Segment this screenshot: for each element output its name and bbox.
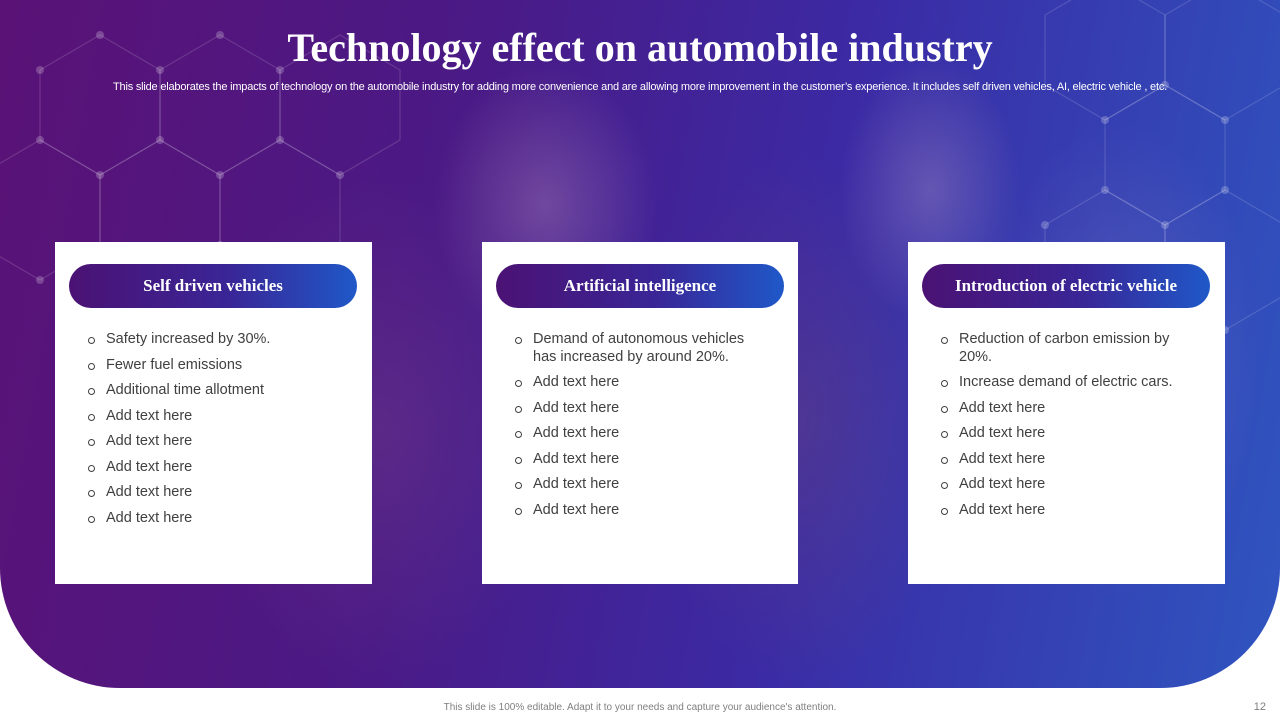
circle-bullet-icon — [515, 380, 522, 387]
page-number: 12 — [1253, 701, 1266, 713]
list-item: Add text here — [939, 425, 1189, 443]
slide-title: Technology effect on automobile industry — [287, 25, 993, 70]
list-item-text: Add text here — [533, 501, 620, 518]
list-item: Add text here — [939, 451, 1189, 469]
list-item-text: Add text here — [533, 425, 620, 441]
list-item-text: Add text here — [533, 476, 620, 492]
card-heading-introduction-of-electric-vehicle: Introduction of electric vehicle — [922, 264, 1210, 308]
list-item: Fewer fuel emissions — [86, 357, 336, 375]
bullet-list: Demand of autonomous vehicles has increa… — [513, 331, 763, 527]
circle-bullet-icon — [941, 431, 948, 438]
list-item: Add text here — [513, 476, 763, 494]
list-item-text: Add text here — [533, 374, 620, 390]
circle-bullet-icon — [88, 464, 95, 472]
circle-bullet-icon — [88, 439, 95, 446]
circle-bullet-icon — [941, 507, 948, 515]
list-item-text: Additional time allotment — [106, 382, 264, 398]
card-self-driven-vehicles: Self driven vehicles Safety increased by… — [55, 242, 372, 584]
list-item: Add text here — [86, 459, 336, 477]
list-item-text: Demand of autonomous vehicles has increa… — [533, 331, 745, 365]
list-item: Add text here — [939, 476, 1189, 494]
circle-bullet-icon — [515, 456, 522, 464]
bullet-list: Reduction of carbon emission by 20%. Inc… — [939, 331, 1189, 527]
list-item-text: Add text here — [106, 407, 193, 424]
card-artificial-intelligence: Artificial intelligence Demand of autono… — [482, 242, 798, 584]
list-item: Add text here — [513, 400, 763, 418]
list-item: Add text here — [513, 502, 763, 520]
card-heading-artificial-intelligence: Artificial intelligence — [496, 264, 784, 308]
list-item-text: Add text here — [533, 399, 620, 416]
card-heading-self-driven-vehicles: Self driven vehicles — [69, 264, 357, 308]
list-item-text: Add text here — [106, 509, 193, 526]
circle-bullet-icon — [88, 490, 95, 497]
circle-bullet-icon — [515, 507, 522, 515]
bullet-list: Safety increased by 30%. Fewer fuel emis… — [86, 331, 336, 535]
list-item-text: Add text here — [106, 458, 193, 475]
list-item-text: Add text here — [533, 450, 620, 467]
list-item-text: Add text here — [106, 484, 193, 500]
circle-bullet-icon — [88, 413, 95, 421]
circle-bullet-icon — [88, 337, 95, 344]
circle-bullet-icon — [88, 515, 95, 523]
list-item: Add text here — [86, 408, 336, 426]
list-item: Add text here — [86, 484, 336, 502]
circle-bullet-icon — [515, 337, 522, 344]
list-item: Add text here — [86, 433, 336, 451]
list-item: Add text here — [86, 510, 336, 528]
circle-bullet-icon — [941, 482, 948, 489]
list-item: Add text here — [513, 451, 763, 469]
list-item-text: Increase demand of electric cars. — [959, 374, 1173, 390]
list-item: Reduction of carbon emission by 20%. — [939, 331, 1189, 366]
list-item-text: Add text here — [959, 476, 1046, 492]
list-item: Add text here — [513, 374, 763, 392]
circle-bullet-icon — [941, 456, 948, 464]
footer-note: This slide is 100% editable. Adapt it to… — [443, 702, 837, 713]
circle-bullet-icon — [941, 380, 948, 387]
circle-bullet-icon — [88, 388, 95, 395]
card-introduction-of-electric-vehicle: Introduction of electric vehicle Reducti… — [908, 242, 1225, 584]
list-item: Add text here — [939, 502, 1189, 520]
circle-bullet-icon — [941, 337, 948, 344]
list-item-text: Add text here — [106, 433, 193, 449]
list-item-text: Fewer fuel emissions — [106, 356, 243, 373]
list-item: Demand of autonomous vehicles has increa… — [513, 331, 763, 366]
slide-subtitle: This slide elaborates the impacts of tec… — [113, 81, 1167, 93]
list-item: Safety increased by 30%. — [86, 331, 336, 349]
hero-background: Technology effect on automobile industry… — [0, 0, 1280, 688]
circle-bullet-icon — [941, 405, 948, 413]
circle-bullet-icon — [88, 362, 95, 370]
list-item-text: Add text here — [959, 450, 1046, 467]
list-item: Add text here — [513, 425, 763, 443]
list-item-text: Reduction of carbon emission by 20%. — [959, 331, 1170, 365]
list-item: Add text here — [939, 400, 1189, 418]
circle-bullet-icon — [515, 431, 522, 438]
list-item: Increase demand of electric cars. — [939, 374, 1189, 392]
list-item-text: Add text here — [959, 501, 1046, 518]
circle-bullet-icon — [515, 482, 522, 489]
list-item-text: Add text here — [959, 425, 1046, 441]
list-item-text: Safety increased by 30%. — [106, 331, 271, 347]
list-item: Additional time allotment — [86, 382, 336, 400]
circle-bullet-icon — [515, 405, 522, 413]
list-item-text: Add text here — [959, 399, 1046, 416]
